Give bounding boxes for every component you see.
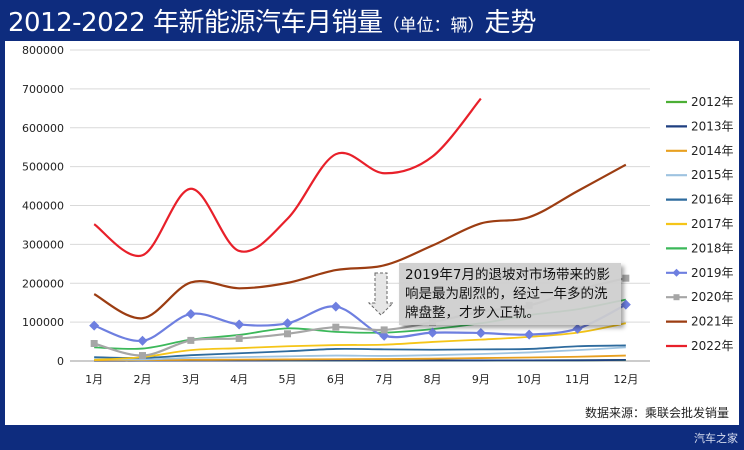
- data-point: [284, 330, 291, 338]
- series-line-2017年: [94, 322, 627, 361]
- line-chart: 0 100000 200000 300000 400000 500000 600000 700…: [22, 44, 734, 386]
- x-tick-label: 9月: [472, 373, 490, 386]
- data-point: [332, 323, 340, 331]
- data-point: [90, 340, 98, 348]
- x-tick-label: 5月: [279, 373, 297, 386]
- legend-label: 2012年: [691, 95, 734, 109]
- data-point: [572, 323, 583, 334]
- y-tick-label: 800000: [22, 44, 64, 57]
- series-line-2021年: [93, 163, 627, 320]
- legend-label: 2021年: [691, 315, 734, 329]
- legend-label: 2013年: [691, 119, 734, 133]
- source-note: 数据来源：乘联会批发销量: [584, 406, 729, 420]
- data-point: [185, 308, 196, 319]
- data-point: [330, 301, 341, 312]
- legend-label: 2016年: [691, 193, 734, 207]
- series-line-2016年: [94, 344, 626, 359]
- data-point: [235, 334, 243, 342]
- annotation-callout: 2019年7月的退坡对市场带来的影响是最为剧烈的，经过一年多的洗牌盘整，才步入正…: [399, 263, 621, 325]
- series-line-2014年: [94, 354, 626, 362]
- x-tick-layer: 1月 2月 3月 4月 5月 6月 7月 8月 9月 10月 11月 12月: [85, 373, 638, 386]
- y-tick-label: 700000: [22, 83, 64, 96]
- y-tick-label: 100000: [22, 316, 64, 329]
- legend: 2012年 2013年 2014年 2015年 2016年 2017年 2018年 2019年…: [666, 95, 734, 353]
- x-tick-label: 3月: [182, 373, 200, 386]
- annotation-arrow: [367, 272, 395, 316]
- legend-label: 2015年: [691, 168, 734, 182]
- legend-label: 2020年: [691, 290, 734, 304]
- data-point: [187, 336, 195, 344]
- grid-layer: [70, 49, 650, 362]
- data-point: [427, 327, 438, 338]
- data-point: [139, 352, 146, 360]
- series-line-2022年: [93, 97, 482, 258]
- legend-marker: [673, 294, 680, 301]
- x-tick-label: 6月: [327, 373, 345, 386]
- data-point: [524, 329, 535, 340]
- data-point: [620, 299, 631, 310]
- x-tick-label: 2月: [134, 373, 152, 386]
- chart-title-tail: 走势: [484, 8, 537, 38]
- watermark: 汽车之家: [694, 432, 738, 445]
- chart-title-main: 2012-2022 年新能源汽车月销量: [8, 8, 383, 38]
- data-point: [89, 320, 100, 331]
- data-point: [622, 274, 630, 282]
- x-tick-label: 1月: [85, 373, 103, 386]
- legend-marker: [672, 268, 681, 277]
- title-bar: 2012-2022 年新能源汽车月销量（单位：辆）走势: [0, 0, 744, 38]
- data-point: [234, 319, 245, 330]
- y-tick-label: 500000: [22, 161, 64, 174]
- x-tick-label: 4月: [230, 373, 248, 386]
- y-tick-label: 600000: [22, 122, 64, 135]
- x-tick-label: 10月: [517, 373, 542, 386]
- x-tick-label: 8月: [424, 373, 442, 386]
- data-point: [475, 328, 486, 339]
- data-point: [137, 335, 148, 346]
- legend-label: 2017年: [691, 217, 734, 231]
- legend-label: 2019年: [691, 266, 734, 280]
- y-tick-label: 300000: [22, 238, 64, 251]
- legend-label: 2022年: [691, 339, 734, 353]
- y-tick-layer: 0 100000 200000 300000 400000 500000 600000 700…: [22, 44, 64, 368]
- chart-title: 2012-2022 年新能源汽车月销量（单位：辆）走势: [8, 2, 537, 39]
- x-tick-label: 7月: [375, 373, 393, 386]
- y-tick-label: 200000: [22, 277, 64, 290]
- legend-label: 2014年: [691, 144, 734, 158]
- y-tick-label: 400000: [22, 200, 64, 213]
- x-tick-label: 12月: [613, 373, 638, 386]
- data-point: [380, 326, 388, 334]
- legend-label: 2018年: [691, 241, 734, 255]
- data-point: [282, 318, 293, 329]
- y-tick-label: 0: [57, 355, 64, 368]
- chart-title-unit: （单位：辆）: [382, 16, 485, 36]
- series-line-2015年: [94, 346, 626, 361]
- x-tick-label: 11月: [565, 373, 590, 386]
- chart-panel: 0 100000 200000 300000 400000 500000 600000 700…: [5, 41, 739, 425]
